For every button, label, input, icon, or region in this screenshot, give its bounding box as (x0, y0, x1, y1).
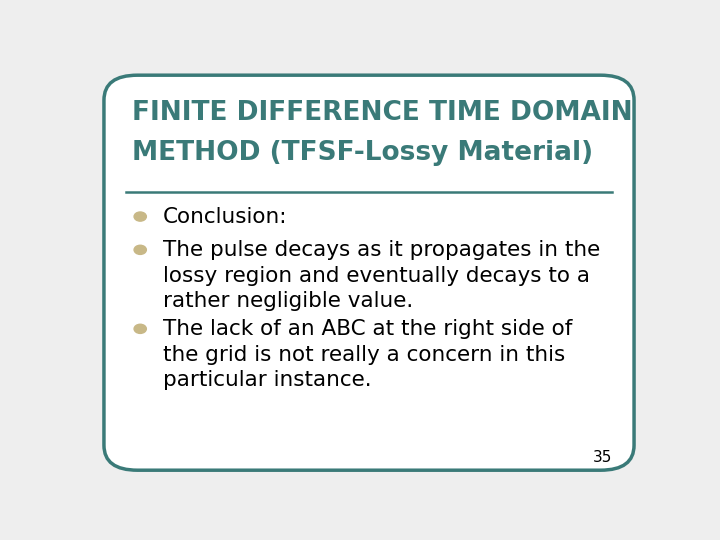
Text: the grid is not really a concern in this: the grid is not really a concern in this (163, 345, 564, 364)
Circle shape (134, 212, 146, 221)
Text: The lack of an ABC at the right side of: The lack of an ABC at the right side of (163, 319, 572, 339)
Circle shape (134, 245, 146, 254)
FancyBboxPatch shape (104, 75, 634, 470)
Text: The pulse decays as it propagates in the: The pulse decays as it propagates in the (163, 240, 600, 260)
Text: FINITE DIFFERENCE TIME DOMAIN: FINITE DIFFERENCE TIME DOMAIN (132, 100, 632, 126)
Text: 35: 35 (593, 450, 612, 465)
Text: METHOD (TFSF-Lossy Material): METHOD (TFSF-Lossy Material) (132, 140, 593, 166)
Text: Conclusion:: Conclusion: (163, 207, 287, 227)
Text: lossy region and eventually decays to a: lossy region and eventually decays to a (163, 266, 590, 286)
Text: particular instance.: particular instance. (163, 370, 372, 390)
Text: rather negligible value.: rather negligible value. (163, 292, 413, 312)
Circle shape (134, 324, 146, 333)
